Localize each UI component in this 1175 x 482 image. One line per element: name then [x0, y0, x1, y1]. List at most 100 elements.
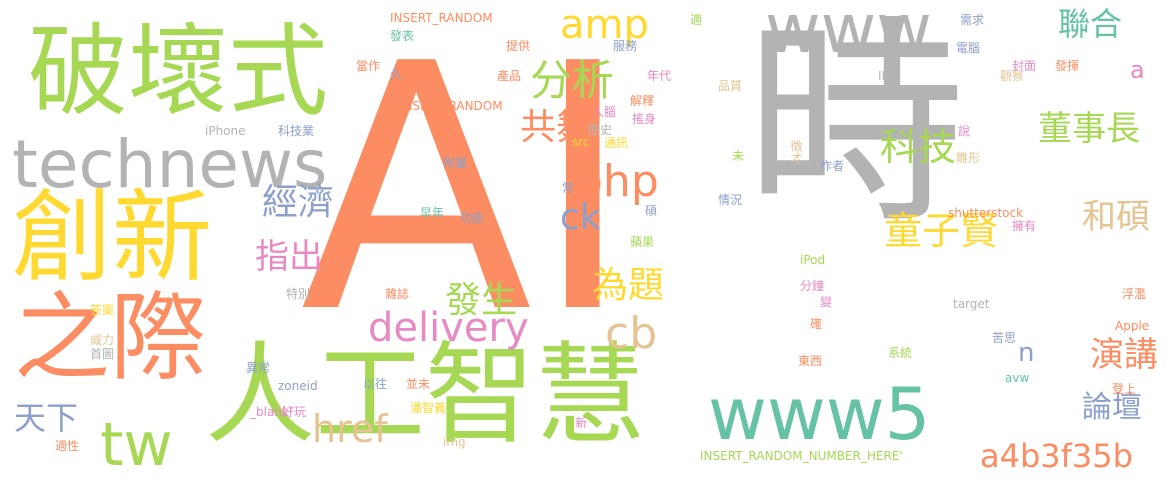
- word-29: n: [1018, 338, 1035, 368]
- word-33: INSERT_RANDOM: [390, 11, 493, 25]
- word-68: 品質: [718, 79, 743, 93]
- word-83: 異常: [246, 361, 271, 375]
- word-28: a: [1130, 56, 1145, 84]
- word-79: 特別: [286, 287, 311, 301]
- word-34: INSERT_RANDOM: [400, 99, 503, 113]
- word-88: 適性: [55, 439, 80, 453]
- word-20: 經濟: [262, 182, 335, 223]
- word-17: href: [312, 407, 388, 451]
- word-55: 人腦: [592, 105, 617, 119]
- word-38: iPod: [800, 253, 826, 267]
- word-99: 確: [810, 317, 823, 331]
- word-87: 潘智義: [410, 401, 447, 415]
- word-19: 為題: [592, 265, 665, 306]
- word-67: 觀察: [1000, 69, 1025, 83]
- word-36: shutterstock: [948, 206, 1024, 220]
- word-66: 發揮: [1055, 59, 1080, 73]
- word-82: 首圖: [90, 347, 115, 361]
- word-75: 系統: [888, 346, 913, 360]
- word-9: www5: [708, 372, 931, 456]
- word-89: 雜誌: [385, 287, 410, 301]
- word-58: 科技業: [278, 124, 315, 138]
- word-1: 時: [745, 0, 966, 253]
- word-51: 產品: [497, 69, 522, 83]
- word-86: 並未: [406, 377, 431, 391]
- word-59: 附屬: [443, 156, 468, 170]
- word-26: 董事長: [1038, 109, 1140, 149]
- word-39: Apple: [1115, 319, 1150, 333]
- word-74: 分鐘: [800, 279, 825, 293]
- word-100: 浮濫: [1122, 287, 1147, 301]
- word-97: 雛形: [956, 151, 981, 165]
- word-22: 天下: [14, 399, 79, 437]
- word-14: ck: [560, 197, 601, 238]
- word-65: 封面: [1012, 59, 1037, 73]
- word-35: INSERT_RANDOM_NUMBER_HERE': [700, 449, 903, 463]
- word-78: 登上: [1112, 382, 1137, 396]
- word-6: 人工智慧: [205, 331, 645, 459]
- word-60: 來源: [462, 186, 487, 200]
- word-2: 破壞式: [28, 13, 328, 130]
- word-18: 發生: [445, 280, 518, 321]
- word-27: 和碩: [1082, 197, 1150, 237]
- word-44: img: [443, 435, 466, 449]
- word-37: iPhone: [205, 124, 246, 138]
- word-0: AI: [300, 0, 633, 388]
- word-70: 說: [958, 124, 971, 138]
- word-96: 徵才: [789, 140, 803, 164]
- word-11: 分析: [530, 56, 615, 105]
- word-25: 聯合: [1058, 5, 1123, 43]
- word-43: _blank': [250, 405, 293, 419]
- word-85: 以往: [363, 377, 388, 391]
- word-90: 新: [575, 416, 588, 430]
- word-21: 指出: [255, 237, 323, 277]
- word-47: 發表: [390, 29, 415, 43]
- word-5: 之際: [14, 282, 206, 394]
- word-69: 需求: [960, 13, 985, 27]
- word-32: a4b3f35b: [980, 437, 1133, 475]
- word-41: avw: [1005, 371, 1030, 385]
- word-23: 科技: [880, 125, 957, 169]
- word-30: 演講: [1090, 335, 1158, 375]
- word-13: php: [575, 156, 659, 207]
- word-84: 好玩: [282, 405, 307, 419]
- word-57: 通訊: [604, 136, 629, 150]
- word-12: 共舞: [520, 107, 593, 148]
- word-94: 碩: [645, 204, 658, 218]
- word-61: 早年: [420, 206, 445, 220]
- word-50: 當作: [356, 59, 381, 73]
- word-3: technews: [12, 126, 328, 203]
- word-15: delivery: [368, 305, 529, 351]
- word-7: tw: [100, 410, 173, 480]
- word-40: target: [953, 297, 990, 311]
- word-31: 論壇: [1082, 390, 1142, 425]
- word-45: src: [572, 135, 590, 149]
- word-63: 蘋果: [630, 235, 655, 249]
- word-48: 提供: [506, 39, 531, 53]
- word-8: www: [765, 0, 932, 69]
- word-62: 功能: [460, 211, 485, 225]
- word-98: 變: [820, 295, 833, 309]
- word-46: II: [878, 69, 886, 83]
- word-53: 解釋: [630, 94, 655, 108]
- word-92: 久: [390, 67, 403, 81]
- word-52: 年代: [647, 69, 672, 83]
- word-77: 東西: [798, 354, 823, 368]
- word-24: 童子賢: [884, 209, 999, 253]
- word-16: cb: [605, 308, 658, 359]
- word-56: 歷史: [588, 123, 613, 137]
- word-76: 苦思: [992, 331, 1017, 345]
- word-91: 適: [690, 13, 703, 27]
- word-54: 搖身: [632, 112, 657, 126]
- word-64: 電腦: [956, 41, 981, 55]
- word-95: 未: [732, 149, 745, 163]
- word-80: 答案: [90, 303, 115, 317]
- word-73: 擁有: [1012, 219, 1037, 233]
- word-81: 威力: [90, 333, 115, 347]
- word-49: 服務: [613, 39, 638, 53]
- word-10: amp: [560, 2, 649, 48]
- word-71: 作者: [820, 159, 845, 173]
- word-72: 情況: [718, 193, 743, 207]
- word-42: zoneid: [278, 379, 318, 393]
